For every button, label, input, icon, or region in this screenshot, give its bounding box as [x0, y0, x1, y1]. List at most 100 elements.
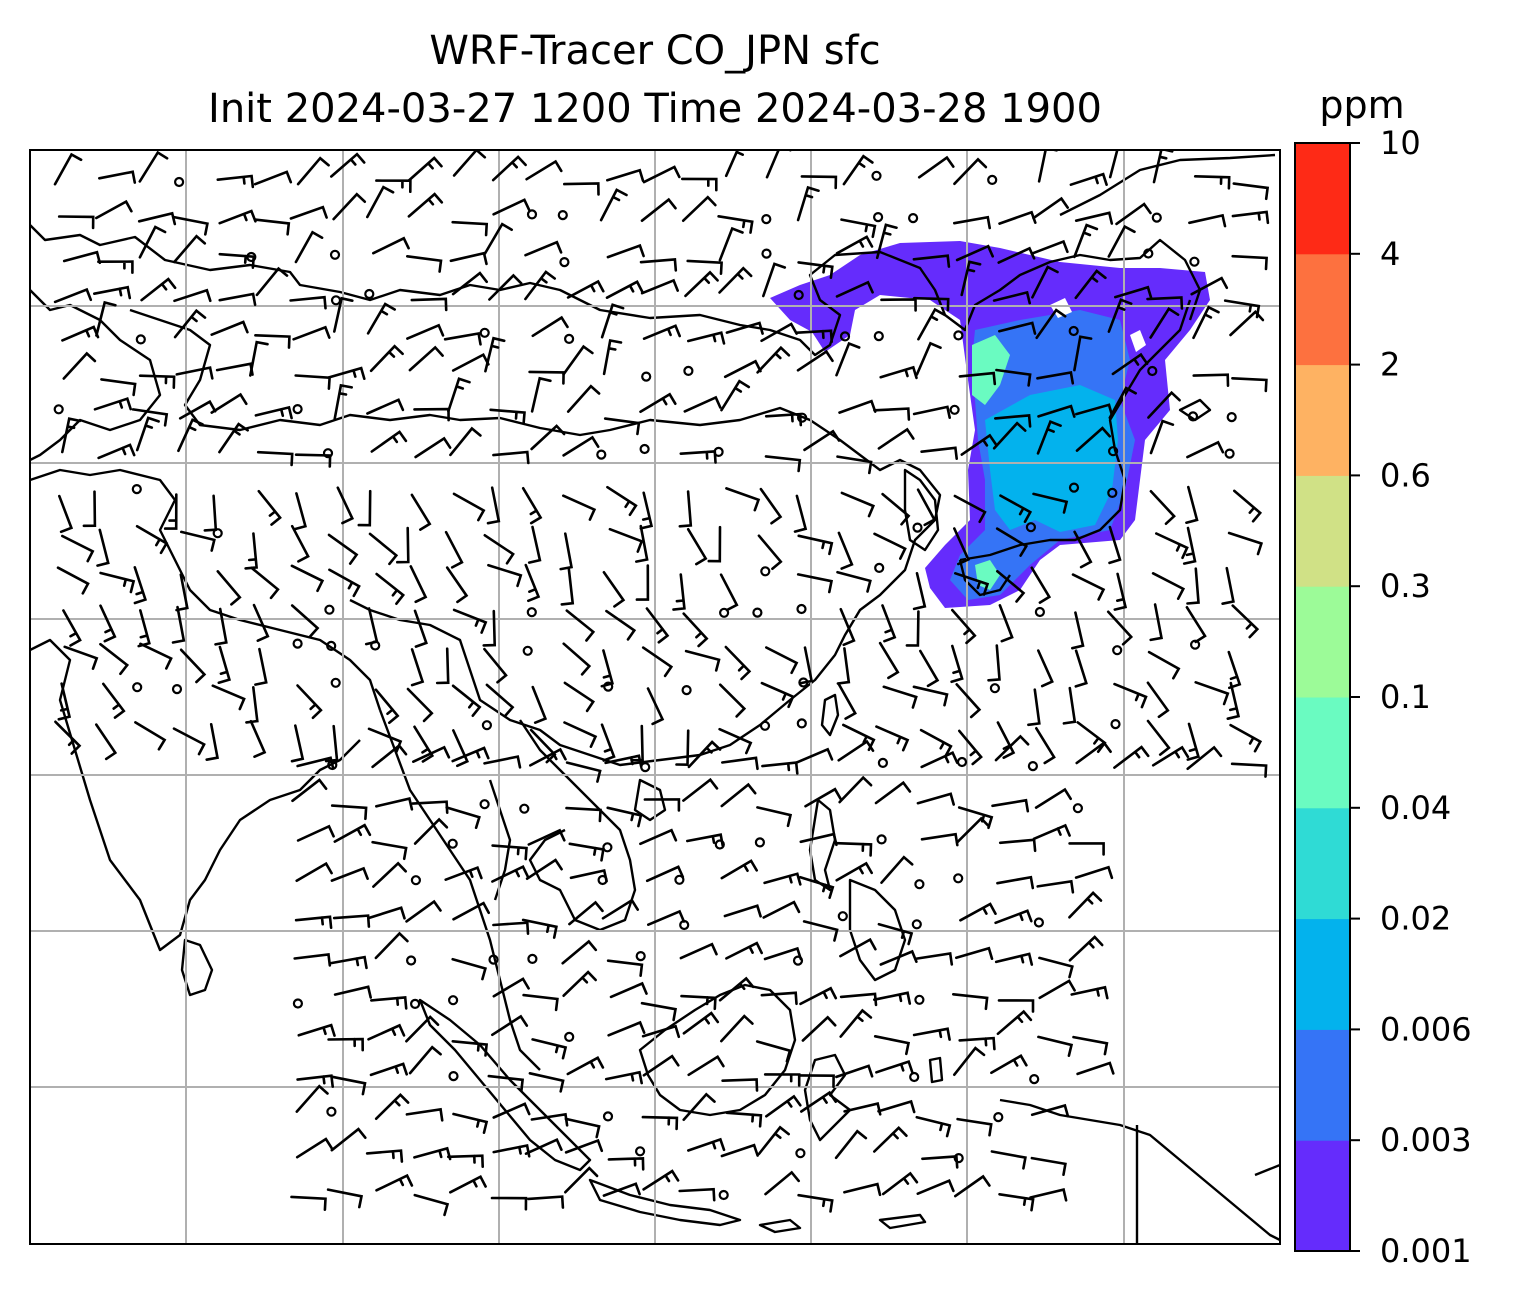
wind-barb [332, 192, 367, 221]
map-subtitle: Init 2024-03-27 1200 Time 2024-03-28 190… [208, 86, 1102, 132]
calm-wind-marker [1107, 446, 1119, 457]
calm-wind-marker [718, 607, 730, 618]
wind-barb [99, 642, 130, 676]
wind-barb [952, 993, 989, 1011]
calm-wind-marker [246, 251, 257, 263]
wind-barb [172, 215, 209, 236]
calm-wind-marker [760, 566, 771, 577]
wind-barb [606, 806, 643, 828]
wind-barb [835, 280, 874, 298]
wind-barb [760, 322, 798, 343]
wind-barb [1071, 611, 1085, 650]
wind-barb [955, 946, 994, 960]
wind-barb [953, 527, 971, 566]
wind-barb [483, 755, 522, 769]
wind-barb [800, 175, 838, 190]
wind-barb [994, 909, 1033, 925]
wind-barb [57, 215, 95, 230]
colorbar-tick-label: 0.001 [1380, 1232, 1472, 1270]
wind-barb [492, 450, 530, 465]
wind-barb [796, 573, 834, 594]
wind-barb [291, 778, 328, 803]
wind-barb [1108, 386, 1137, 420]
colorbar-segment [1295, 697, 1350, 809]
wind-barb [1114, 285, 1153, 300]
wind-barb [912, 296, 950, 312]
calm-wind-marker [370, 640, 381, 651]
wind-barb [93, 397, 132, 411]
wind-barb [1113, 745, 1150, 769]
wind-barb [97, 260, 134, 274]
wind-barb [1192, 305, 1220, 340]
wind-barb [839, 1008, 873, 1038]
wind-barb [877, 922, 914, 946]
plume-inner [985, 385, 1118, 532]
wind-barb [873, 407, 911, 421]
calm-wind-marker [563, 333, 575, 344]
wind-barb [413, 1193, 450, 1217]
wind-barb [1232, 182, 1270, 201]
wind-barb [723, 359, 762, 379]
wind-barb [1149, 603, 1164, 642]
wind-barb [102, 682, 126, 719]
wind-barb [326, 1188, 364, 1209]
wind-barb [684, 270, 719, 298]
calm-wind-marker [792, 955, 804, 966]
wind-barb [764, 1170, 800, 1196]
colorbar-tick-label: 10 [1380, 124, 1421, 162]
wind-barb [687, 740, 722, 769]
wind-barb [1226, 681, 1241, 720]
calm-wind-marker [597, 874, 608, 886]
wind-barb [173, 234, 207, 264]
wind-barb [915, 341, 942, 376]
wind-barb [485, 683, 515, 717]
wind-barb [717, 215, 754, 234]
wind-barb [411, 800, 449, 814]
colorbar-ticks: 0.001 0.003 0.006 0.02 0.04 0.1 0.3 0.6 2 4 10 [1350, 124, 1472, 1270]
wind-barb [679, 450, 717, 464]
calm-wind-marker [798, 677, 809, 688]
wind-barb [562, 494, 597, 521]
wind-barb [173, 308, 207, 339]
wind-barb [566, 279, 605, 299]
calm-wind-marker [602, 842, 613, 853]
calm-wind-marker [761, 214, 772, 225]
wind-barb [244, 532, 259, 570]
wind-barb [374, 931, 409, 960]
calm-wind-marker [640, 761, 651, 773]
wind-barb [530, 1112, 569, 1127]
wind-barb [839, 607, 856, 647]
wind-barb [333, 383, 353, 421]
wind-barb [134, 721, 167, 751]
wind-barb [1068, 935, 1104, 962]
wind-barb [602, 1182, 641, 1197]
calm-wind-marker [1068, 482, 1080, 493]
wind-barb [451, 1040, 489, 1057]
wind-barb [62, 351, 97, 380]
wind-barb [405, 899, 442, 923]
wind-barb [881, 492, 911, 526]
wind-barb [1149, 490, 1176, 525]
wind-barb [995, 368, 1032, 387]
wind-barb [953, 494, 987, 524]
wind-barb [333, 296, 354, 333]
calm-wind-marker [448, 1070, 459, 1082]
wind-barb [1036, 420, 1062, 455]
calm-wind-marker [1189, 639, 1201, 650]
wind-barb [1230, 762, 1268, 778]
wind-barb [1115, 202, 1152, 226]
wind-barb [1035, 308, 1067, 340]
wind-barb [522, 993, 559, 1012]
wind-barb [998, 210, 1037, 225]
wind-barb [641, 1024, 681, 1039]
wind-barb [1151, 572, 1186, 600]
wind-barb [405, 1015, 440, 1043]
wind-barb [679, 942, 718, 960]
wind-barb [1036, 370, 1075, 385]
wind-barb [755, 1040, 792, 1063]
wind-barb [765, 646, 799, 675]
wind-barb [916, 792, 955, 806]
wind-barb [912, 685, 949, 707]
wind-barb [369, 1062, 408, 1077]
map-frame [29, 149, 1281, 1245]
